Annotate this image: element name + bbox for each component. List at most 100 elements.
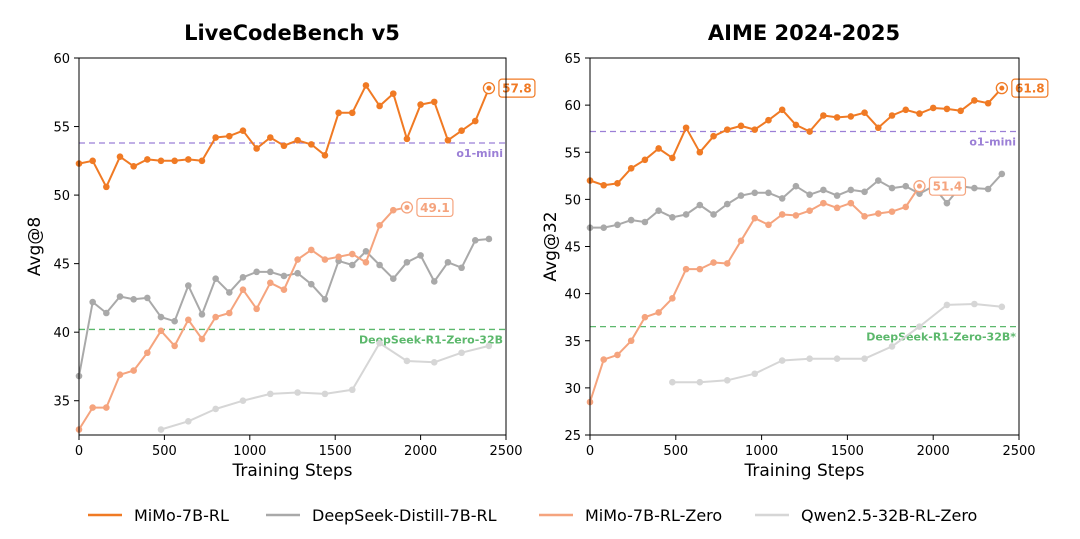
data-point [765, 189, 772, 197]
data-point [239, 274, 247, 281]
data-point [737, 122, 745, 130]
data-point [696, 265, 704, 273]
data-point [655, 145, 662, 152]
data-point [321, 390, 329, 398]
data-point [655, 309, 662, 316]
data-point [157, 426, 165, 433]
data-point [376, 102, 383, 110]
data-point [157, 157, 165, 165]
y-tick-label: 55 [564, 146, 581, 161]
series-line [589, 87, 1003, 187]
data-point [998, 303, 1006, 311]
data-point [655, 207, 662, 214]
series-MiMo-7B-RL-Zero: 51.4 [586, 176, 967, 406]
legend-item: MiMo-7B-RL [88, 506, 229, 525]
y-tick-label: 65 [564, 52, 581, 67]
x-tick-label: 2500 [489, 444, 522, 459]
legend-label: MiMo-7B-RL [134, 506, 229, 525]
data-point [984, 99, 992, 107]
series-DeepSeek-Distill-7B-RL [75, 235, 493, 380]
data-point [902, 203, 910, 211]
data-point [778, 211, 786, 218]
data-point [888, 343, 896, 350]
data-point [253, 268, 260, 276]
reference-line-label: o1-mini [456, 147, 503, 160]
data-point [751, 370, 759, 378]
end-label: 57.8 [502, 82, 532, 96]
data-point [348, 386, 356, 394]
data-point [723, 260, 731, 267]
data-point [998, 170, 1006, 178]
data-point [130, 295, 137, 303]
data-point [335, 253, 342, 261]
data-point [89, 298, 96, 306]
data-point [212, 134, 219, 141]
data-point [321, 152, 329, 159]
data-point [335, 109, 342, 117]
reference-line-label: DeepSeek-R1-Zero-32B [359, 333, 503, 346]
end-label: 61.8 [1015, 82, 1045, 96]
legend-label: DeepSeek-Distill-7B-RL [312, 506, 497, 525]
data-point [280, 286, 288, 293]
x-tick-label: 0 [75, 444, 83, 459]
data-point [376, 339, 383, 347]
data-point [737, 237, 745, 245]
data-point [198, 311, 206, 318]
data-point [212, 405, 219, 413]
data-point [751, 126, 759, 133]
end-point-dot [916, 183, 922, 189]
plot-frame [78, 57, 507, 436]
y-tick-label: 60 [53, 52, 70, 67]
data-point [943, 199, 951, 207]
end-point-dot [404, 204, 410, 210]
data-point [847, 113, 855, 120]
data-point [820, 186, 827, 194]
data-point [389, 90, 397, 97]
data-point [902, 182, 910, 190]
x-tick-label: 2000 [917, 444, 950, 459]
data-point [874, 124, 882, 132]
data-point [765, 221, 772, 229]
data-point [362, 247, 370, 255]
data-point [485, 235, 493, 243]
chart-title: LiveCodeBench v5 [184, 21, 400, 45]
y-tick-label: 25 [564, 429, 581, 444]
data-point [847, 186, 855, 194]
data-point [600, 224, 608, 231]
data-point [294, 256, 301, 263]
data-point [185, 282, 192, 289]
data-point [778, 106, 786, 114]
x-tick-label: 2500 [1002, 444, 1035, 459]
data-point [444, 258, 452, 266]
data-point [171, 157, 178, 165]
data-point [157, 327, 165, 335]
data-point [792, 121, 800, 129]
end-label-box [928, 176, 967, 196]
data-point [627, 216, 635, 224]
data-point [723, 200, 731, 208]
data-point [430, 278, 438, 285]
data-point [600, 181, 608, 189]
data-point [833, 192, 841, 199]
series-line [160, 342, 490, 431]
data-point [943, 105, 951, 113]
data-point [820, 199, 827, 207]
data-point [778, 195, 786, 202]
data-point [971, 97, 978, 104]
data-point [430, 359, 438, 366]
series-MiMo-7B-RL: 61.8 [586, 78, 1049, 189]
data-point [417, 252, 424, 259]
data-point [239, 286, 247, 293]
data-point [833, 355, 841, 362]
data-point [696, 378, 704, 386]
legend-item: DeepSeek-Distill-7B-RL [266, 506, 497, 525]
data-point [185, 316, 192, 324]
legend-label: MiMo-7B-RL-Zero [585, 506, 722, 525]
data-point [144, 349, 151, 357]
data-point [103, 183, 110, 191]
x-tick-label: 1500 [319, 444, 352, 459]
data-point [861, 188, 868, 196]
y-axis-label: Avg@8 [25, 217, 45, 276]
data-point [806, 207, 813, 214]
data-point [458, 127, 465, 134]
